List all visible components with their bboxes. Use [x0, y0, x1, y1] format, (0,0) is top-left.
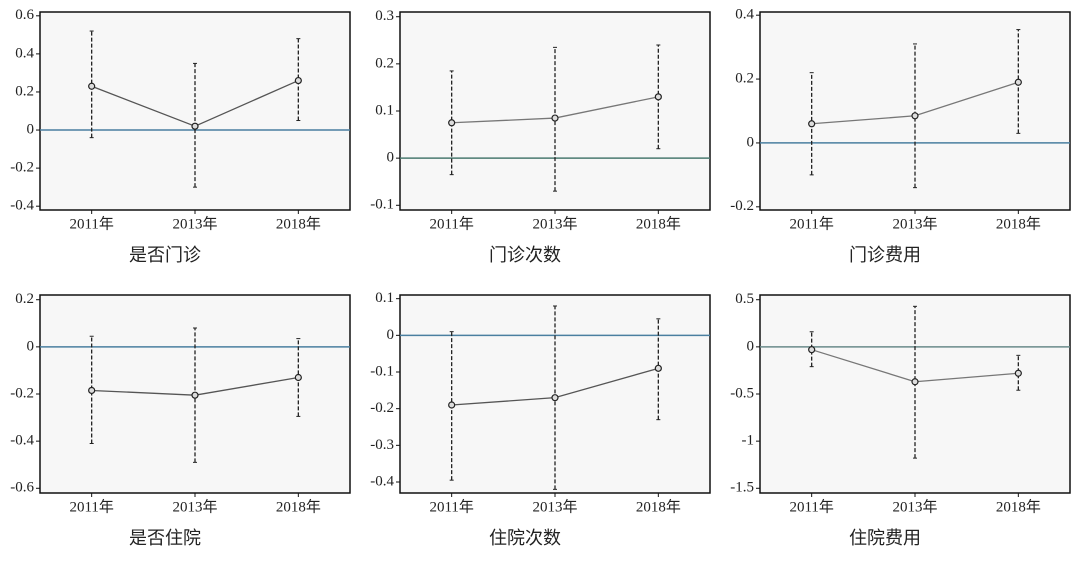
y-tick-label: -0.1	[370, 363, 394, 379]
x-axis-title: 是否门诊	[129, 245, 201, 266]
y-tick-label: -0.2	[370, 400, 394, 416]
x-tick-label: 2013年	[892, 215, 937, 232]
point	[191, 391, 199, 399]
y-tick-label: -0.4	[10, 433, 34, 449]
y-tick-label: -0.2	[10, 385, 34, 401]
y-tick-label: -1.5	[730, 480, 754, 496]
x-tick-label: 2018年	[276, 498, 321, 515]
y-tick-label: 0.2	[15, 291, 34, 307]
y-tick-label: -0.6	[10, 480, 34, 496]
x-axis-title: 门诊次数	[489, 245, 561, 266]
x-tick-label: 2011年	[429, 498, 473, 515]
x-axis-title: 是否住院	[129, 528, 201, 549]
y-tick-label: 0.2	[735, 71, 754, 87]
point	[911, 378, 919, 386]
y-tick-label: -1	[742, 433, 755, 449]
x-axis-title: 住院次数	[489, 528, 561, 549]
y-tick-label: -0.4	[370, 473, 394, 489]
point	[654, 364, 662, 372]
point	[88, 82, 96, 90]
y-tick-label: 0	[27, 338, 35, 354]
y-tick-label: 0.3	[375, 8, 394, 24]
x-tick-label: 2013年	[532, 498, 577, 515]
y-tick-label: -0.2	[10, 160, 34, 176]
x-tick-label: 2018年	[276, 215, 321, 232]
point	[808, 120, 816, 128]
x-tick-label: 2011年	[789, 215, 833, 232]
y-tick-label: 0	[387, 327, 395, 343]
x-tick-label: 2018年	[636, 498, 681, 515]
y-tick-label: -0.2	[730, 198, 754, 214]
y-tick-label: 0.2	[375, 55, 394, 71]
y-tick-label: 0.1	[375, 290, 394, 306]
y-tick-label: -0.1	[370, 197, 394, 213]
x-tick-label: 2013年	[172, 498, 217, 515]
y-tick-label: 0	[387, 150, 395, 166]
plot-area	[759, 294, 1071, 494]
x-tick-label: 2011年	[789, 498, 833, 515]
x-tick-label: 2018年	[996, 215, 1041, 232]
x-axis-title: 门诊费用	[849, 245, 921, 266]
point	[448, 401, 456, 409]
x-tick-label: 2018年	[996, 498, 1041, 515]
x-tick-label: 2013年	[892, 498, 937, 515]
x-tick-label: 2018年	[636, 215, 681, 232]
y-tick-label: -0.3	[370, 437, 394, 453]
y-tick-label: 0.4	[735, 7, 754, 23]
point	[808, 346, 816, 354]
point	[911, 112, 919, 120]
point	[191, 122, 199, 130]
y-tick-label: 0.2	[15, 83, 34, 99]
point	[294, 76, 302, 85]
point	[1014, 369, 1022, 377]
y-tick-label: 0.1	[375, 102, 394, 118]
point	[448, 119, 456, 127]
x-tick-label: 2011年	[69, 498, 113, 515]
y-tick-label: 0.4	[15, 45, 34, 61]
x-tick-label: 2011年	[69, 215, 113, 232]
point	[88, 386, 96, 395]
x-tick-label: 2011年	[429, 215, 473, 232]
y-tick-label: 0.6	[15, 7, 34, 23]
y-tick-label: 0	[27, 121, 35, 137]
x-tick-label: 2013年	[172, 215, 217, 232]
point	[551, 394, 559, 402]
x-axis-title: 住院费用	[849, 528, 921, 549]
point	[294, 373, 302, 382]
y-tick-label: 0	[747, 338, 755, 354]
y-tick-label: 0	[747, 134, 755, 150]
x-tick-label: 2013年	[532, 215, 577, 232]
y-tick-label: 0.5	[735, 291, 754, 307]
y-tick-label: -0.4	[10, 198, 34, 214]
y-tick-label: -0.5	[730, 385, 754, 401]
point	[1014, 78, 1022, 86]
point	[551, 114, 559, 122]
point	[654, 93, 662, 101]
